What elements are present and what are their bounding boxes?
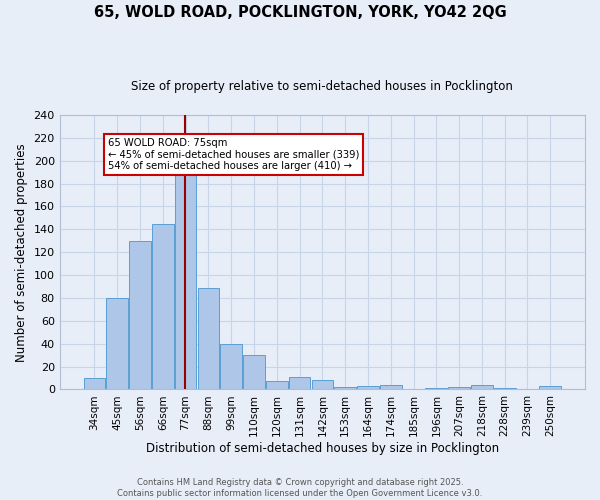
Bar	[197, 288, 219, 390]
Bar	[152, 224, 173, 390]
Title: Size of property relative to semi-detached houses in Pocklington: Size of property relative to semi-detach…	[131, 80, 513, 93]
Bar	[471, 385, 493, 390]
Text: 65 WOLD ROAD: 75sqm
← 45% of semi-detached houses are smaller (339)
54% of semi-: 65 WOLD ROAD: 75sqm ← 45% of semi-detach…	[108, 138, 359, 171]
Bar	[243, 355, 265, 390]
Bar	[289, 377, 310, 390]
Bar	[539, 386, 561, 390]
Y-axis label: Number of semi-detached properties: Number of semi-detached properties	[15, 143, 28, 362]
Bar	[129, 241, 151, 390]
Bar	[357, 386, 379, 390]
Bar	[266, 382, 287, 390]
Bar	[175, 160, 196, 390]
Bar	[380, 385, 401, 390]
Bar	[106, 298, 128, 390]
Text: 65, WOLD ROAD, POCKLINGTON, YORK, YO42 2QG: 65, WOLD ROAD, POCKLINGTON, YORK, YO42 2…	[94, 5, 506, 20]
Bar	[83, 378, 105, 390]
X-axis label: Distribution of semi-detached houses by size in Pocklington: Distribution of semi-detached houses by …	[146, 442, 499, 455]
Text: Contains HM Land Registry data © Crown copyright and database right 2025.
Contai: Contains HM Land Registry data © Crown c…	[118, 478, 482, 498]
Bar	[494, 388, 515, 390]
Bar	[334, 387, 356, 390]
Bar	[311, 380, 333, 390]
Bar	[220, 344, 242, 390]
Bar	[425, 388, 447, 390]
Bar	[448, 387, 470, 390]
